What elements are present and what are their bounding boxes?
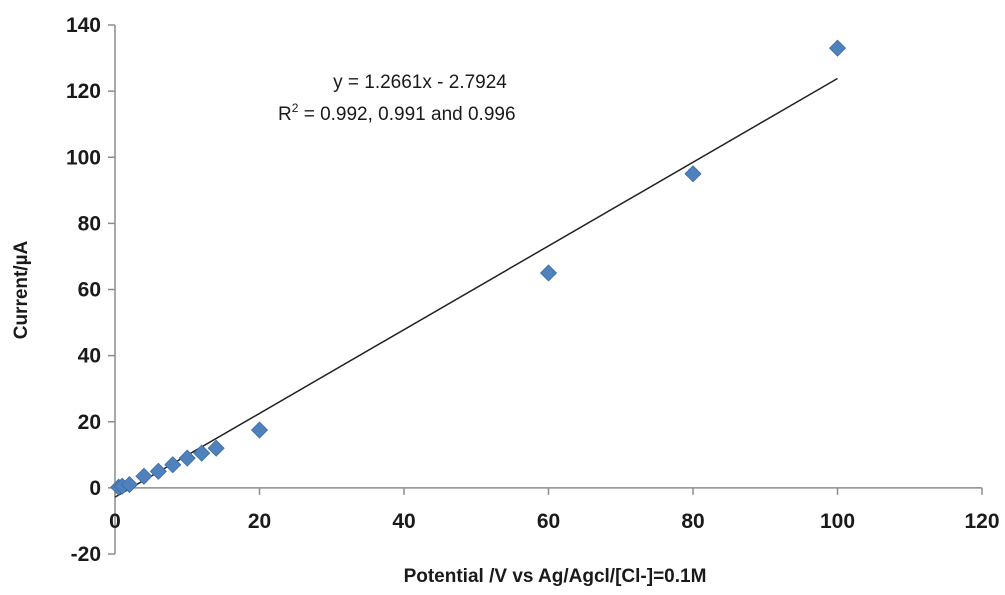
data-point [828,39,847,57]
y-tick-label: 120 [66,80,101,103]
data-point [164,456,182,474]
y-tick-label: -20 [71,543,101,566]
trendline [114,77,838,498]
text-layer: y = 1.2661x - 2.7924 R2 = 0.992, 0.991 a… [11,72,706,587]
data-point [250,421,269,439]
r-squared-superscript: 2 [292,101,299,115]
x-tick-label: 120 [964,510,999,533]
y-tick-label: 0 [89,477,101,500]
data-point [207,439,225,457]
data-point [684,165,702,183]
y-tick-label: 140 [66,14,101,37]
data-point [193,444,211,462]
x-tick-label: 0 [109,510,121,533]
y-tick-label: 80 [78,212,101,235]
axes-layer: -20 0 20 40 60 80 100 120 140 0 20 40 60 80 100 120 [66,14,1000,566]
trendline-layer [114,77,838,498]
r-squared-letter: R [278,104,292,125]
y-tick-label: 60 [78,279,101,302]
equation-annotation: y = 1.2661x - 2.7924 [333,72,507,93]
y-tick-label: 40 [78,345,101,368]
x-tick-label: 20 [248,510,271,533]
r-squared-annotation: R2 = 0.992, 0.991 and 0.996 [278,101,516,125]
y-tick-label: 100 [66,146,101,169]
data-point [539,264,558,282]
data-points-layer [110,39,847,496]
y-tick-label: 20 [78,411,101,434]
data-point [120,476,139,494]
y-axis-title: Current/µA [11,240,32,339]
x-tick-label: 100 [820,510,855,533]
data-point [149,462,167,480]
x-tick-label: 80 [681,510,704,533]
data-point [135,467,153,485]
data-point [178,449,196,467]
x-tick-label: 40 [392,510,415,533]
r-squared-values: = 0.992, 0.991 and 0.996 [298,104,515,125]
x-axis-title: Potential /V vs Ag/Agcl/[Cl-]=0.1M [404,566,707,587]
x-tick-label: 60 [537,510,560,533]
